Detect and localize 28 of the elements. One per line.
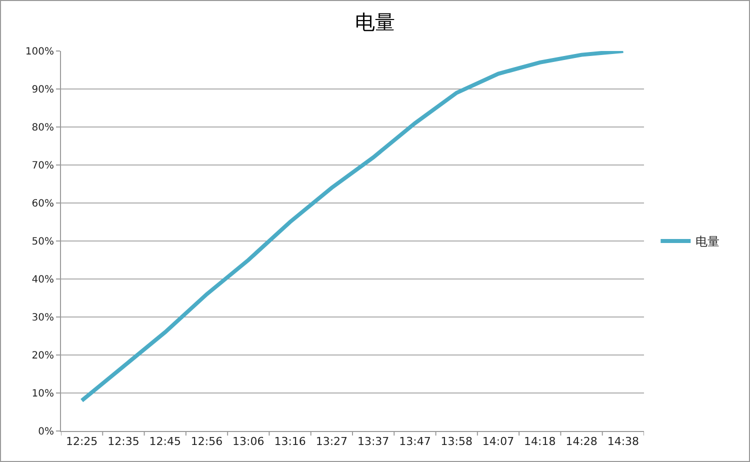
x-tick-label: 12:56 bbox=[190, 435, 223, 448]
x-tick-label: 13:27 bbox=[316, 435, 348, 448]
x-tick-label: 12:35 bbox=[108, 435, 140, 448]
y-tick-label: 60% bbox=[32, 198, 54, 210]
y-tick-label: 40% bbox=[32, 274, 54, 286]
x-tick-label: 13:47 bbox=[399, 435, 431, 448]
y-tick-label: 80% bbox=[32, 122, 54, 134]
x-tick-label: 12:45 bbox=[149, 435, 181, 448]
x-tick-label: 13:06 bbox=[232, 435, 264, 448]
y-tick-label: 20% bbox=[32, 350, 54, 362]
x-tick-label: 14:38 bbox=[607, 435, 640, 448]
y-tick-label: 30% bbox=[32, 312, 54, 324]
y-tick-label: 70% bbox=[32, 160, 54, 172]
chart-title: 电量 bbox=[355, 10, 395, 34]
x-tick-label: 13:58 bbox=[440, 435, 472, 448]
legend-label: 电量 bbox=[696, 234, 720, 249]
y-tick-label: 10% bbox=[32, 388, 54, 400]
x-tick-label: 14:28 bbox=[566, 435, 598, 448]
y-tick-label: 50% bbox=[32, 236, 54, 248]
x-tick-label: 14:18 bbox=[524, 435, 556, 448]
y-tick-label: 90% bbox=[32, 84, 54, 96]
y-tick-label: 100% bbox=[25, 46, 54, 58]
line-series bbox=[80, 51, 626, 403]
x-tick-label: 13:37 bbox=[357, 435, 390, 448]
x-tick-label: 14:07 bbox=[482, 435, 514, 448]
x-tick-label: 13:16 bbox=[274, 435, 306, 448]
x-tick-label: 12:25 bbox=[66, 435, 98, 448]
y-tick-label: 0% bbox=[38, 426, 54, 438]
